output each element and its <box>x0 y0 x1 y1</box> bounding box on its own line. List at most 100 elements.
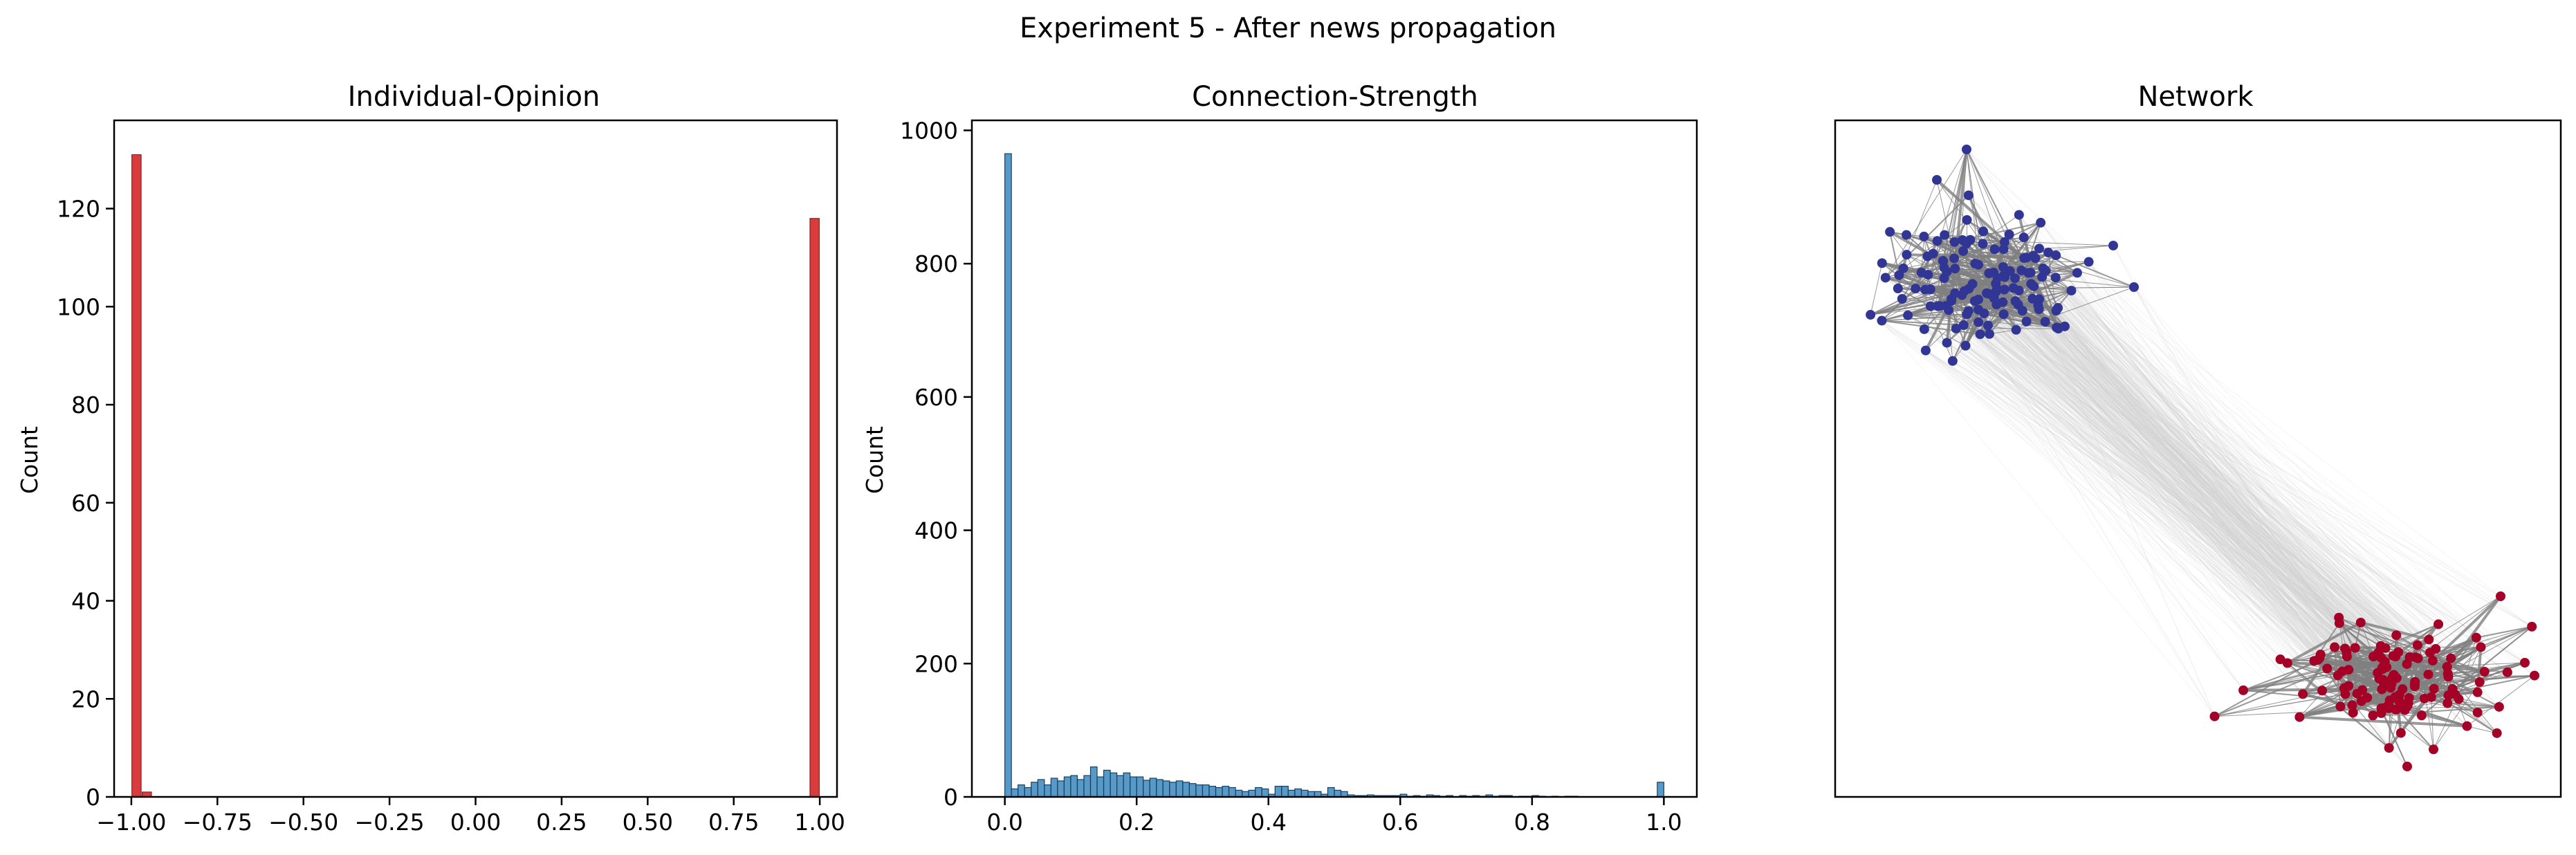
network-weak-edge <box>2039 248 2362 701</box>
network-node <box>2384 743 2394 753</box>
network-weak-edge <box>1978 264 2408 706</box>
network-weak-edge <box>1948 309 2400 702</box>
network-node <box>2322 663 2333 674</box>
network-weak-edge <box>2030 284 2343 672</box>
network-weak-edge <box>1996 304 2244 691</box>
network-weak-edge <box>1921 272 2390 748</box>
network-weak-edge <box>2004 274 2384 709</box>
network-axes-frame <box>1834 119 2562 798</box>
network-node <box>2238 685 2249 695</box>
network-node <box>1923 270 1933 280</box>
network-weak-edge <box>2039 248 2397 636</box>
network-weak-edge <box>2058 327 2449 674</box>
network-weak-edge <box>2003 302 2449 674</box>
network-node <box>2034 243 2044 254</box>
network-weak-edge <box>2045 270 2407 665</box>
strength-axes-frame <box>970 119 1698 798</box>
network-weak-edge <box>1974 300 2383 670</box>
network-weak-edge <box>1897 288 2348 657</box>
network-strong-edge <box>2476 625 2532 638</box>
network-weak-edge <box>1967 219 2500 708</box>
network-node <box>2429 744 2439 755</box>
network-weak-edge <box>2039 299 2382 659</box>
network-weak-edge <box>2055 255 2477 638</box>
network-strong-edge <box>1951 261 2089 302</box>
network-weak-edge <box>2058 327 2383 670</box>
network-weak-edge <box>2023 237 2393 678</box>
network-weak-edge <box>2004 277 2392 685</box>
strength-bar <box>1130 776 1137 798</box>
network-weak-edge <box>2033 286 2379 653</box>
network-weak-edge <box>1968 311 2432 698</box>
network-weak-edge <box>2040 222 2384 683</box>
network-weak-edge <box>1902 298 2407 665</box>
network-weak-edge <box>2058 327 2382 709</box>
network-weak-edge <box>1984 313 2346 649</box>
network-node <box>2029 281 2039 291</box>
opinion-x-tick-label: 0.75 <box>708 809 759 836</box>
strength-bar <box>1057 780 1065 798</box>
network-strong-edge <box>2319 656 2429 676</box>
network-node <box>2347 700 2357 710</box>
network-node <box>2377 684 2387 695</box>
network-weak-edge <box>1974 263 2348 657</box>
network-weak-edge <box>2043 268 2448 668</box>
network-weak-edge <box>2113 245 2353 706</box>
network-weak-edge <box>1944 277 2410 658</box>
network-strong-edge <box>2484 661 2526 673</box>
network-weak-edge <box>1989 333 2447 668</box>
network-weak-edge <box>2039 309 2416 687</box>
network-weak-edge <box>1945 305 2526 663</box>
network-weak-edge <box>2056 327 2347 653</box>
network-weak-edge <box>1937 306 2345 689</box>
network-weak-edge <box>2015 300 2382 709</box>
network-weak-edge <box>2133 286 2449 696</box>
network-node <box>2025 268 2036 278</box>
network-weak-edge <box>1933 253 2347 653</box>
network-weak-edge <box>1983 313 2303 695</box>
opinion-x-tick-label: −0.25 <box>355 809 425 836</box>
network-weak-edge <box>1885 277 2526 663</box>
network-weak-edge <box>1924 289 2348 657</box>
strength-bar <box>1004 153 1012 798</box>
network-weak-edge <box>1952 360 2340 624</box>
network-weak-edge <box>1925 350 2391 688</box>
network-node <box>1939 273 1949 284</box>
network-weak-edge <box>1951 298 2382 690</box>
network-weak-edge <box>1907 315 2403 690</box>
opinion-y-tick-label: 20 <box>71 686 100 712</box>
network-weak-edge <box>1954 268 2478 713</box>
network-node <box>1920 345 1931 356</box>
network-weak-edge <box>2003 248 2386 662</box>
network-weak-edge <box>2088 261 2449 677</box>
network-weak-edge <box>1925 350 2456 695</box>
network-weak-edge <box>2023 257 2410 658</box>
network-node <box>2442 698 2453 708</box>
network-weak-edge <box>2003 248 2362 623</box>
network-weak-edge <box>1942 260 2300 717</box>
network-weak-edge <box>1940 306 2321 655</box>
network-weak-edge <box>1924 329 2288 663</box>
network-weak-edge <box>2045 270 2485 672</box>
network-weak-edge <box>1925 350 2303 695</box>
network-weak-edge <box>2041 277 2448 668</box>
network-weak-edge <box>1928 274 2397 636</box>
network-weak-edge <box>2040 222 2384 708</box>
network-node <box>1885 227 1895 237</box>
network-weak-edge <box>1978 299 2389 709</box>
network-weak-edge <box>2015 300 2393 678</box>
strength-x-tick-label: 0.2 <box>1119 809 1154 836</box>
network-weak-edge <box>1993 272 2354 713</box>
network-node <box>1942 338 1952 348</box>
network-weak-edge <box>1996 304 2391 708</box>
network-strong-edge <box>2301 646 2336 695</box>
network-weak-edge <box>1987 325 2407 665</box>
opinion-bar <box>809 218 820 798</box>
network-weak-edge <box>2004 241 2396 657</box>
network-weak-edge <box>1924 329 2384 709</box>
network-weak-edge <box>2088 261 2384 680</box>
network-weak-edge <box>1988 293 2467 727</box>
network-weak-edge <box>2077 273 2435 689</box>
network-node <box>1932 175 1942 185</box>
network-weak-edge <box>1953 258 2384 709</box>
